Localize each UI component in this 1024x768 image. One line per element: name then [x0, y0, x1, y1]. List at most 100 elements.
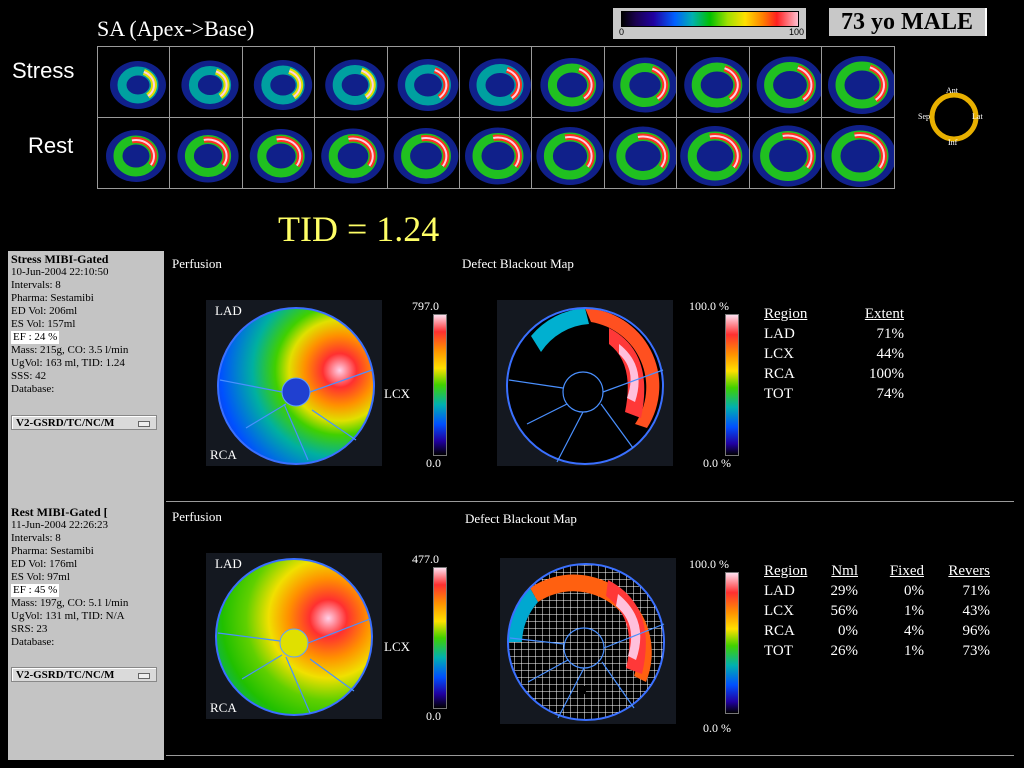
orientation-ring: Ant Lat Inf Sep — [916, 86, 996, 150]
rest-def-min: 0.0 % — [703, 721, 731, 735]
stress-lad-label: LAD — [215, 303, 242, 318]
dropdown-knob-icon — [138, 673, 150, 679]
scale-min-label: 0 — [619, 27, 625, 37]
rest-perfusion-polar-map — [206, 553, 382, 719]
stress-slice-tile — [314, 46, 389, 118]
stress-info-line: UgVol: 163 ml, TID: 1.24 — [11, 357, 125, 369]
orientation-lat: Lat — [972, 112, 983, 121]
rest-col-header: Nml — [831, 562, 858, 579]
rest-lad-label: LAD — [215, 556, 242, 571]
table-cell: 96% — [962, 622, 991, 639]
stress-perfusion-colorbar — [433, 314, 447, 456]
rest-info-line: ES Vol: 97ml — [11, 571, 70, 583]
rest-perfusion-colorbar — [433, 567, 447, 709]
stress-extent-table: Region Extent LAD 71% LCX 44% RCA 100% TOT 74… — [764, 304, 904, 404]
table-cell: 43% — [962, 602, 991, 619]
table-cell: LAD — [764, 582, 795, 599]
rest-perf-min: 0.0 — [426, 709, 441, 723]
stress-info-line: Database: — [11, 383, 55, 395]
stress-perfusion-title: Perfusion — [172, 256, 222, 271]
stress-defect-colorbar — [725, 314, 739, 456]
stress-def-max: 100.0 % — [689, 299, 729, 313]
table-cell: 0% — [838, 622, 858, 639]
table-row: LCX 56% 1% 43% — [764, 601, 990, 621]
table-cell: 73% — [962, 642, 991, 659]
rest-row-label: Rest — [28, 133, 74, 158]
rest-info-line: Pharma: Sestamibi — [11, 545, 94, 557]
table-cell: 71% — [962, 582, 991, 599]
dropdown-knob-icon — [138, 421, 150, 427]
table-row: LAD 71% — [764, 324, 904, 344]
bottom-divider — [166, 755, 1014, 756]
color-scale-bar: 0 100 — [613, 8, 806, 39]
table-cell: 1% — [904, 642, 924, 659]
stress-lcx-label: LCX — [384, 386, 410, 401]
ring-icon — [929, 92, 979, 142]
rest-slice-tile — [97, 117, 171, 189]
stress-def-min: 0.0 % — [703, 456, 731, 470]
table-cell: 0% — [904, 582, 924, 599]
rest-info-line: Intervals: 8 — [11, 532, 61, 544]
rest-slice-tile — [531, 117, 606, 189]
rest-panel-title: Rest MIBI-Gated [ — [11, 505, 108, 519]
table-cell: RCA — [764, 622, 795, 639]
table-cell: TOT — [764, 385, 793, 402]
rest-info-line: ED Vol: 176ml — [11, 558, 78, 570]
rest-info-line: 11-Jun-2004 22:26:23 — [11, 519, 109, 531]
table-cell: LCX — [764, 602, 794, 619]
table-cell: 4% — [904, 622, 924, 639]
stress-info-line: Intervals: 8 — [11, 279, 61, 291]
table-row: LCX 44% — [764, 344, 904, 364]
rest-region-table: Region Nml Fixed Revers LAD 29% 0% 71% LCX 5… — [764, 561, 990, 661]
stress-defect-title: Defect Blackout Map — [462, 256, 574, 271]
table-cell: 44% — [876, 345, 905, 362]
rest-slice-tile — [241, 117, 316, 189]
rest-info-line: UgVol: 131 ml, TID: N/A — [11, 610, 125, 622]
rest-slice-tile — [603, 117, 678, 189]
stress-perfusion-polar-map — [206, 300, 382, 466]
rest-ef: EF : 45 % — [11, 584, 60, 597]
stress-database-select[interactable]: V2-GSRD/TC/NC/M — [11, 415, 157, 430]
rest-info-line: SRS: 23 — [11, 623, 48, 635]
stress-panel-title: Stress MIBI-Gated — [11, 252, 109, 266]
table-row: TOT 74% — [764, 384, 904, 404]
rest-col-header: Fixed — [889, 562, 924, 579]
table-cell: LCX — [764, 345, 794, 362]
section-divider — [166, 501, 1014, 502]
tid-value: TID = 1.24 — [278, 209, 440, 249]
table-cell: 71% — [876, 325, 905, 342]
table-row: TOT 26% 1% 73% — [764, 641, 990, 661]
rest-slice-tile — [169, 117, 244, 189]
rest-col-header: Revers — [948, 562, 990, 579]
rest-lcx-label: LCX — [384, 639, 410, 654]
stress-perf-max: 797.0 — [412, 299, 439, 313]
rest-slice-tile — [386, 117, 461, 189]
stress-slice-tile — [676, 46, 751, 118]
patient-label: 73 yo MALE — [829, 8, 987, 36]
stress-info-line: Pharma: Sestamibi — [11, 292, 94, 304]
rest-slice-tile — [676, 117, 751, 189]
stress-info-panel: Stress MIBI-Gated 10-Jun-2004 22:10:50 I… — [8, 251, 164, 503]
rest-rca-label: RCA — [210, 700, 237, 715]
stress-row-label: Stress — [12, 58, 75, 83]
stress-info-line: Mass: 215g, CO: 3.5 l/min — [11, 344, 129, 356]
stress-slice-tile — [386, 46, 461, 118]
stress-slice-tile — [531, 46, 606, 118]
stress-slice-tile — [459, 46, 533, 118]
rest-database-select[interactable]: V2-GSRD/TC/NC/M — [11, 667, 157, 682]
rest-info-panel: Rest MIBI-Gated [ 11-Jun-2004 22:26:23 I… — [8, 503, 164, 760]
table-cell: 56% — [830, 602, 859, 619]
stress-slice-tile — [821, 46, 895, 118]
rest-info-line: Database: — [11, 636, 55, 648]
rest-def-max: 100.0 % — [689, 557, 729, 571]
rest-defect-title: Defect Blackout Map — [465, 511, 577, 526]
rest-slice-tile — [821, 117, 895, 189]
table-cell: 26% — [830, 642, 859, 659]
rest-info-line: Mass: 197g, CO: 5.1 l/min — [11, 597, 129, 609]
rest-perfusion-title: Perfusion — [172, 509, 222, 524]
stress-slice-tile — [603, 46, 678, 118]
orientation-ant: Ant — [946, 86, 958, 95]
orientation-sep: Sep — [918, 112, 930, 121]
rest-perf-max: 477.0 — [412, 552, 439, 566]
table-cell: RCA — [764, 365, 795, 382]
